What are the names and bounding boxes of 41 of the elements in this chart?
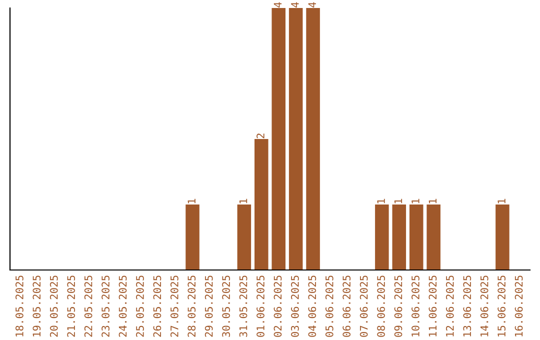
x-tick-label: 31.05.2025 <box>239 276 248 337</box>
x-tick-label: 05.06.2025 <box>325 276 334 337</box>
data-label: 2 <box>256 134 264 138</box>
x-tick-label: 02.06.2025 <box>274 276 282 337</box>
data-label: 4 <box>308 2 316 8</box>
x-tick-label: 04.06.2025 <box>308 276 316 337</box>
x-tick-label: 20.05.2025 <box>50 276 58 337</box>
x-tick-label: 26.05.2025 <box>153 276 162 337</box>
data-label: 1 <box>412 198 420 204</box>
x-tick-label: 24.05.2025 <box>118 276 127 337</box>
x-tick-label: 06.06.2025 <box>342 276 351 337</box>
x-tick-label: 01.06.2025 <box>256 276 264 337</box>
x-tick-label: 10.06.2025 <box>412 276 420 336</box>
data-label: 1 <box>428 198 436 204</box>
x-tick-label: 29.05.2025 <box>204 276 213 337</box>
data-label: 1 <box>188 198 196 204</box>
x-tick-label: 13.06.2025 <box>463 276 472 336</box>
x-tick-label: 12.06.2025 <box>446 276 454 336</box>
data-label: 4 <box>291 2 299 8</box>
x-tick-label: 16.06.2025 <box>514 276 523 336</box>
x-tick-label: 21.05.2025 <box>67 276 76 337</box>
x-tick-label: 19.05.2025 <box>32 276 41 336</box>
data-label: 1 <box>498 198 506 204</box>
x-tick-label: 11.06.2025 <box>428 276 437 336</box>
x-tick-label: 09.06.2025 <box>394 276 402 337</box>
x-tick-label: 28.05.2025 <box>188 276 196 337</box>
data-label: 1 <box>377 198 385 204</box>
x-tick-label: 14.06.2025 <box>480 276 488 336</box>
x-tick-label: 25.05.2025 <box>136 276 144 337</box>
x-tick-label: 30.05.2025 <box>222 276 230 337</box>
x-tick-label: 22.05.2025 <box>84 276 92 337</box>
data-label: 1 <box>394 198 402 204</box>
x-tick-label: 15.06.2025 <box>498 276 506 336</box>
data-label: 4 <box>274 2 282 8</box>
x-tick-label: 18.05.2025 <box>16 276 24 336</box>
x-tick-label: 23.05.2025 <box>102 276 110 337</box>
x-tick-label: 08.06.2025 <box>377 276 385 337</box>
x-tick-label: 03.06.2025 <box>291 276 299 337</box>
x-tick-label: 27.05.2025 <box>170 276 178 337</box>
x-tick-label: 07.06.2025 <box>360 276 368 337</box>
data-label: 1 <box>239 198 248 204</box>
